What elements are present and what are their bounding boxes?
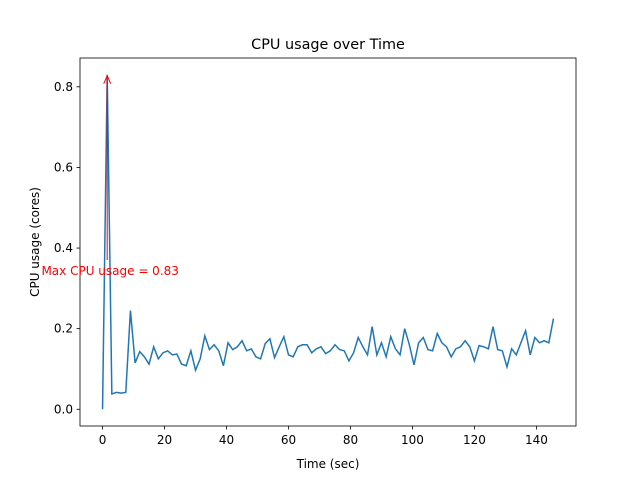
x-tick-label: 60	[281, 433, 296, 447]
x-tick-label: 120	[463, 433, 486, 447]
annotation-arrowhead	[103, 74, 112, 84]
x-tick-label: 140	[525, 433, 548, 447]
x-tick-label: 100	[401, 433, 424, 447]
x-axis-label: Time (sec)	[296, 457, 360, 471]
y-axis-label: CPU usage (cores)	[28, 187, 42, 297]
x-tick-label: 0	[99, 433, 107, 447]
x-tick-label: 20	[157, 433, 172, 447]
line-series	[101, 74, 555, 410]
annotation-text: Max CPU usage = 0.83	[41, 264, 178, 278]
y-tick-label: 0.6	[54, 160, 73, 174]
y-tick-label: 0.2	[54, 322, 73, 336]
x-tick-label: 40	[219, 433, 234, 447]
y-tick-label: 0.4	[54, 241, 73, 255]
x-tick-label: 80	[343, 433, 358, 447]
y-tick-label: 0.8	[54, 80, 73, 94]
chart-title: CPU usage over Time	[251, 37, 405, 53]
plot-frame	[79, 57, 577, 427]
y-tick-label: 0.0	[54, 402, 73, 416]
